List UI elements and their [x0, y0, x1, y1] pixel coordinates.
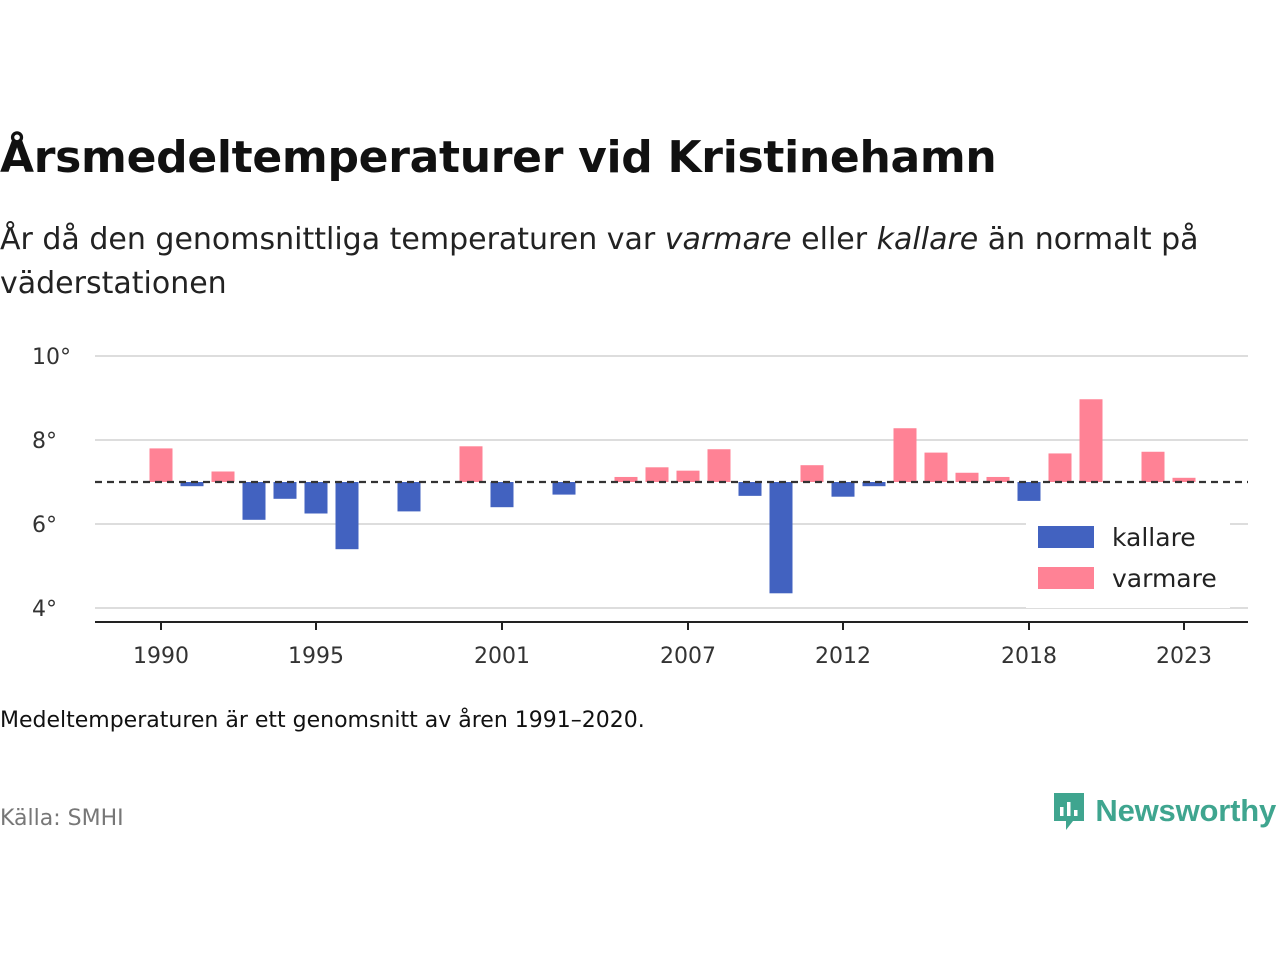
x-tick-label-2012: 2012 — [815, 644, 871, 669]
newsworthy-logo-icon — [1054, 793, 1085, 830]
subtitle-part-2: eller — [791, 222, 877, 257]
bar-1995 — [304, 482, 328, 514]
bar-2000 — [459, 446, 483, 482]
bar-1991 — [180, 482, 204, 487]
bar-2012 — [831, 482, 855, 497]
source-label: Källa: SMHI — [0, 806, 124, 831]
y-tick-label-10: 10° — [32, 345, 71, 370]
bar-2008 — [707, 449, 731, 482]
bar-2010 — [769, 482, 793, 594]
bar-2022 — [1141, 451, 1165, 482]
legend-swatch-varmare — [1038, 567, 1094, 589]
bar-2016 — [955, 472, 979, 482]
bar-2023 — [1172, 477, 1196, 482]
bar-2014 — [893, 428, 917, 482]
bar-2020 — [1079, 399, 1103, 482]
chart-title: Årsmedeltemperaturer vid Kristinehamn — [0, 132, 997, 183]
x-tick-label-1990: 1990 — [133, 644, 189, 669]
x-axis-ticks: 1990 1995 2001 2007 2012 2018 2023 — [133, 622, 1212, 669]
bar-2019 — [1048, 453, 1072, 482]
bar-2003 — [552, 482, 576, 495]
bar-2011 — [800, 465, 824, 482]
bar-1998 — [397, 482, 421, 512]
legend-swatch-kallare — [1038, 526, 1094, 548]
bar-1993 — [242, 482, 266, 520]
chart-subtitle: År då den genomsnittliga temperaturen va… — [0, 218, 1275, 306]
bar-2001 — [490, 482, 514, 508]
footnote: Medeltemperaturen är ett genomsnitt av å… — [0, 708, 645, 733]
legend: kallare varmare — [1026, 516, 1230, 608]
subtitle-warm-word: varmare — [664, 222, 792, 257]
bar-2017 — [986, 476, 1010, 482]
bar-1996 — [335, 482, 359, 550]
y-axis-tick-labels: 4° 6° 8° 10° — [32, 345, 71, 622]
bar-1990 — [149, 448, 173, 482]
y-tick-label-8: 8° — [32, 429, 57, 454]
bar-2015 — [924, 452, 948, 482]
legend-label-kallare: kallare — [1112, 523, 1196, 552]
x-tick-label-2023: 2023 — [1156, 644, 1212, 669]
bar-2018 — [1017, 482, 1041, 501]
bars — [149, 399, 1196, 594]
bar-2007 — [676, 470, 700, 482]
newsworthy-logo-text: Newsworthy — [1095, 793, 1276, 828]
y-tick-label-6: 6° — [32, 513, 57, 538]
x-tick-label-2001: 2001 — [474, 644, 530, 669]
bar-2009 — [738, 482, 762, 496]
subtitle-cold-word: kallare — [876, 222, 979, 257]
x-tick-label-1995: 1995 — [288, 644, 344, 669]
subtitle-part-3: än normalt på väderstationen — [0, 222, 1199, 301]
bar-2006 — [645, 467, 669, 482]
legend-label-varmare: varmare — [1112, 564, 1217, 593]
y-tick-label-4: 4° — [32, 597, 57, 622]
x-tick-label-2018: 2018 — [1001, 644, 1057, 669]
x-tick-label-2007: 2007 — [660, 644, 716, 669]
temperature-bar-chart: 4° 6° 8° 10° 1990 1995 2001 2007 2012 2018 2023 k… — [32, 345, 1248, 669]
bar-1994 — [273, 482, 297, 499]
newsworthy-logo: Newsworthy — [1051, 790, 1276, 832]
bar-2005 — [614, 476, 638, 482]
bar-1992 — [211, 471, 235, 482]
bar-2013 — [862, 482, 886, 487]
subtitle-part-1: År då den genomsnittliga temperaturen va… — [0, 222, 665, 257]
